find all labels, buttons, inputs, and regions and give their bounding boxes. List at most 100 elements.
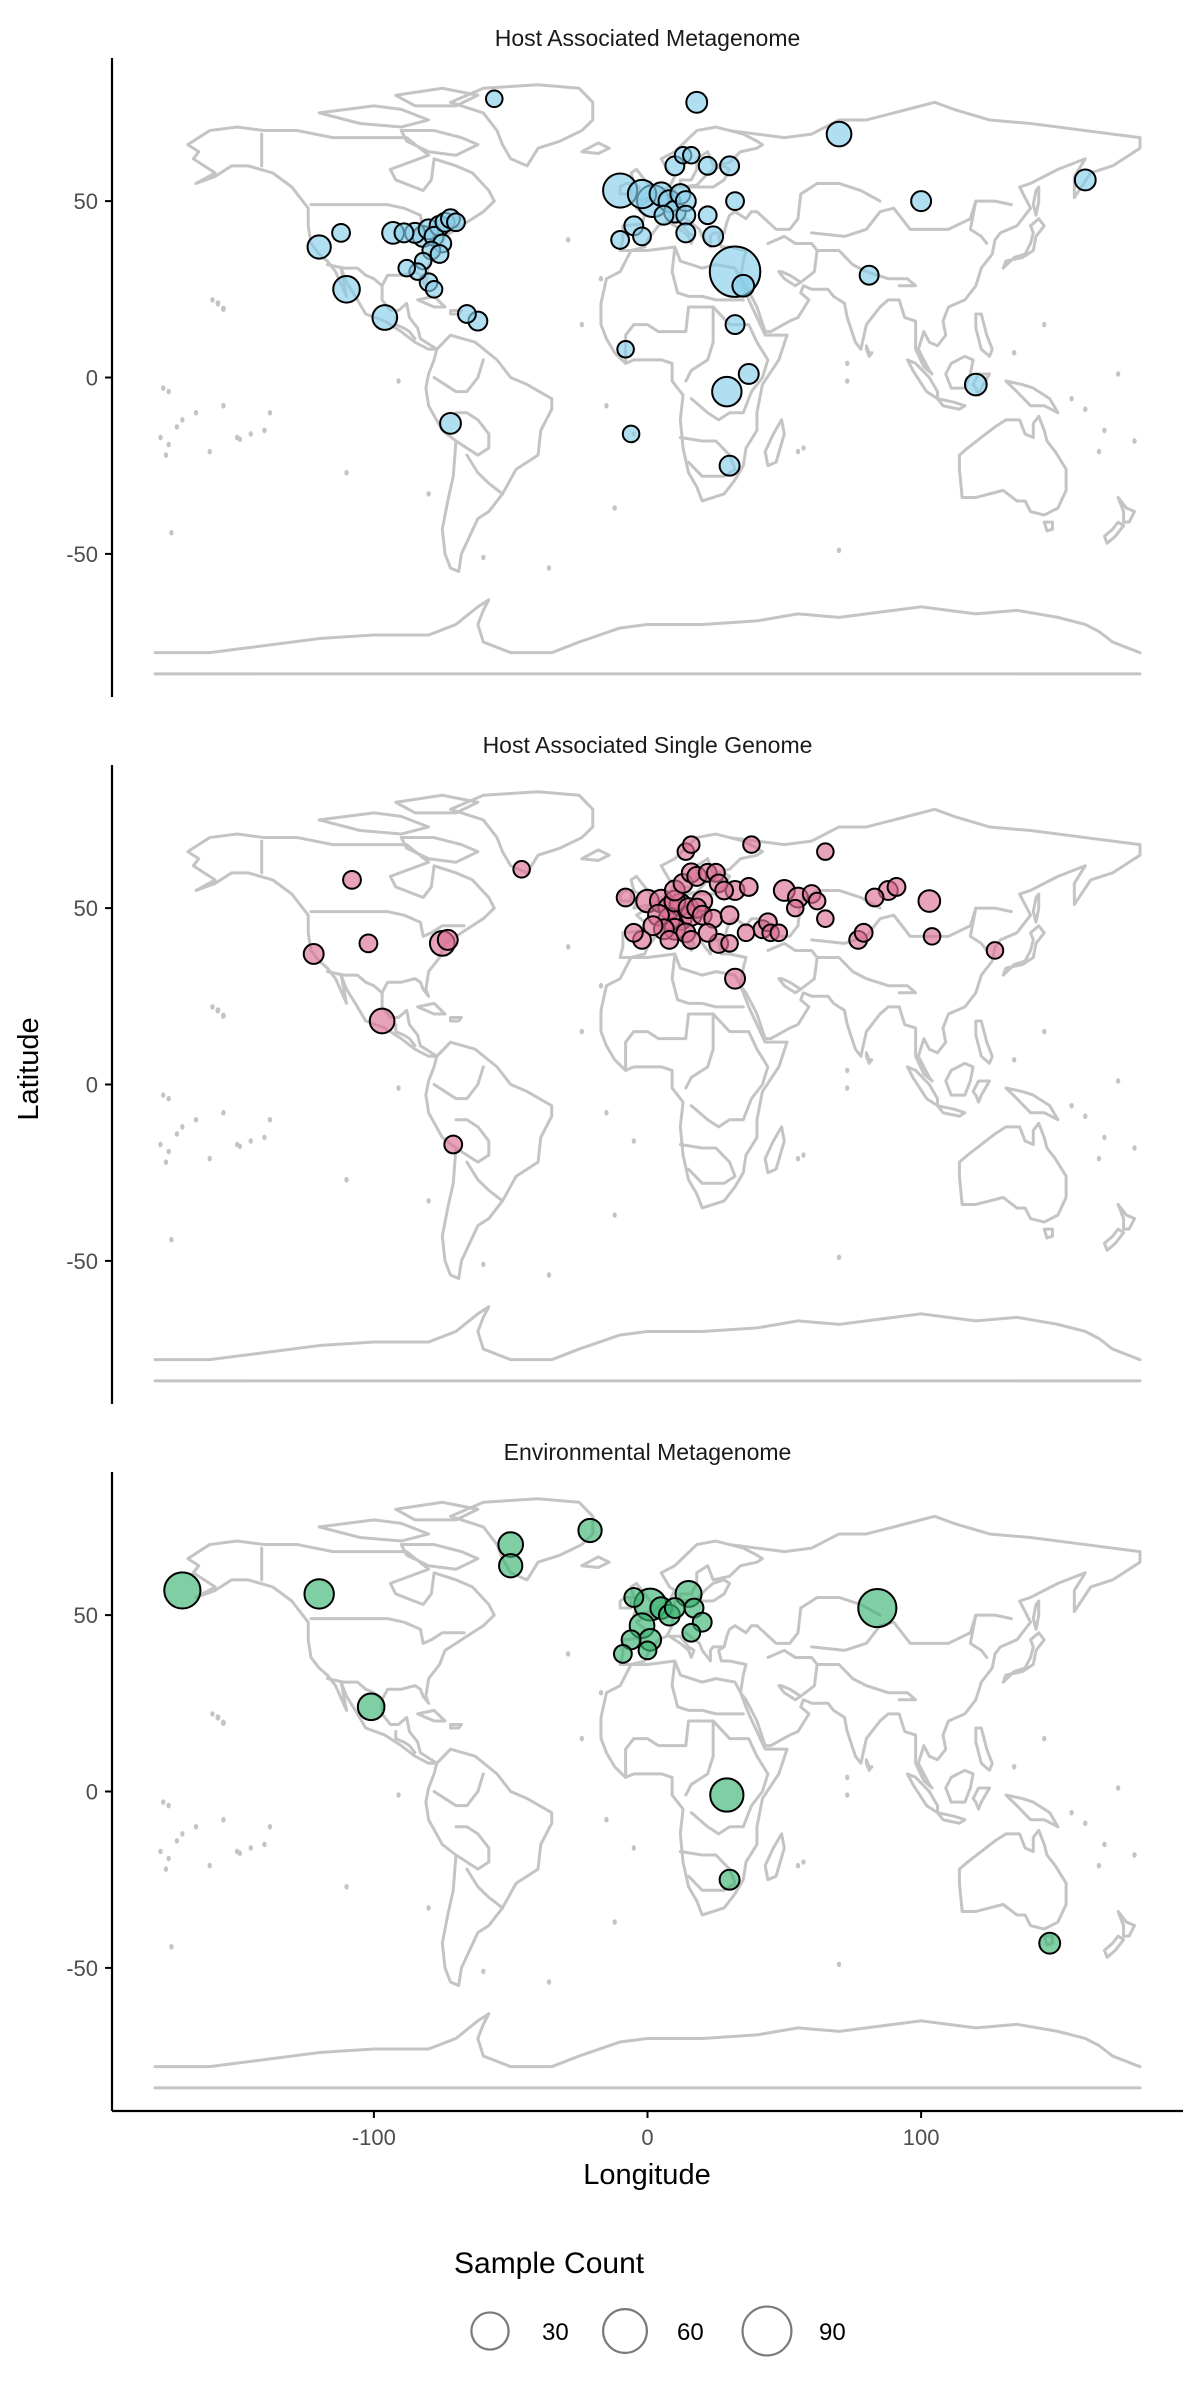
data-point [616,340,635,359]
panel-title: Environmental Metagenome [504,1439,792,1465]
data-point [498,1553,524,1579]
y-tick-label: -50 [66,1249,98,1274]
facet-panel: Host Associated Metagenome 50 0 -50 [66,25,1140,697]
data-point [816,909,835,928]
legend-key-circle [470,2311,510,2351]
data-point [621,424,641,444]
data-point [302,943,325,965]
data-point [719,155,741,177]
data-point [368,1007,396,1035]
data-point [886,877,907,897]
x-tick-label: 100 [903,2125,940,2150]
data-point [663,1597,686,1620]
data-point [623,922,644,943]
legend-title: Sample Count [454,2247,645,2280]
data-point [922,927,942,946]
panel-title: Host Associated Metagenome [495,25,801,51]
data-point [446,212,466,233]
data-point [615,887,636,908]
data-point [697,922,718,943]
world-map-outline [155,85,1140,674]
data-point [443,1134,464,1155]
y-axis-title: Latitude [13,1017,45,1120]
panel-title: Host Associated Single Genome [483,732,813,758]
data-point [632,226,652,247]
y-tick-label: -50 [66,542,98,567]
data-point [1073,168,1097,192]
y-tick-label: 0 [86,1073,98,1098]
data-point [738,877,759,897]
legend-key-label: 30 [542,2319,569,2346]
legend-key-circle [602,2308,648,2354]
data-point [718,1868,741,1891]
data-point [397,258,416,278]
data-point [371,304,399,331]
y-tick-label: 50 [74,896,98,921]
data-point [342,869,362,890]
data-point [512,860,531,879]
data-point [642,915,664,937]
data-point [356,1692,386,1722]
data-point [857,1587,898,1629]
data-point [439,411,462,435]
y-tick-label: 0 [86,1780,98,1805]
data-point [653,204,675,226]
data-point [681,1622,702,1643]
data-point [637,1640,658,1661]
data-point [436,928,459,951]
y-tick-label: 50 [74,1603,98,1628]
data-point [675,222,697,244]
data-point [910,190,933,213]
x-tick-label: 0 [641,2125,653,2150]
data-point [457,304,477,324]
data-point [697,155,718,176]
data-point [719,905,740,926]
x-tick-label: -100 [352,2125,396,2150]
world-map-outline [155,792,1140,1381]
data-point [393,222,415,244]
data-point [577,1517,603,1544]
data-point [917,889,942,913]
legend-key-label: 90 [819,2319,846,2346]
data-point [697,205,718,226]
data-point [816,842,835,861]
data-point [720,934,739,953]
data-point [163,1571,202,1610]
data-point [718,454,741,477]
world-map-outline [155,1499,1140,2088]
data-point [736,923,756,943]
data-point [685,90,709,114]
data-point [429,244,450,264]
data-point [864,887,885,908]
y-tick-label: 50 [74,189,98,214]
data-point [682,835,701,854]
data-point [858,264,880,286]
y-tick-label: 0 [86,366,98,391]
data-point [610,230,631,250]
data-point [675,204,697,226]
data-point [853,922,874,943]
data-point [711,375,743,408]
data-point [424,280,444,299]
data-point [825,120,853,148]
data-point [724,314,746,336]
data-point [807,891,827,911]
data-point [303,1578,335,1610]
data-point [725,191,745,212]
data-point [963,372,988,397]
x-axis-title: Longitude [583,2159,710,2191]
data-point [731,273,756,298]
data-point [306,234,332,260]
facet-panel: Host Associated Single Genome 50 0 -50 [66,732,1140,1404]
data-point [682,145,701,165]
y-tick-label: -50 [66,1956,98,1981]
data-point [769,923,789,943]
legend-key-circle [741,2305,793,2357]
data-point [332,275,361,304]
data-point [485,89,504,109]
legend-key-label: 60 [677,2319,704,2346]
data-point [1038,1931,1062,1955]
data-point [612,1644,633,1664]
facet-panel: Environmental Metagenome 50 0 -50 -100 0 100 [66,1439,1183,2150]
